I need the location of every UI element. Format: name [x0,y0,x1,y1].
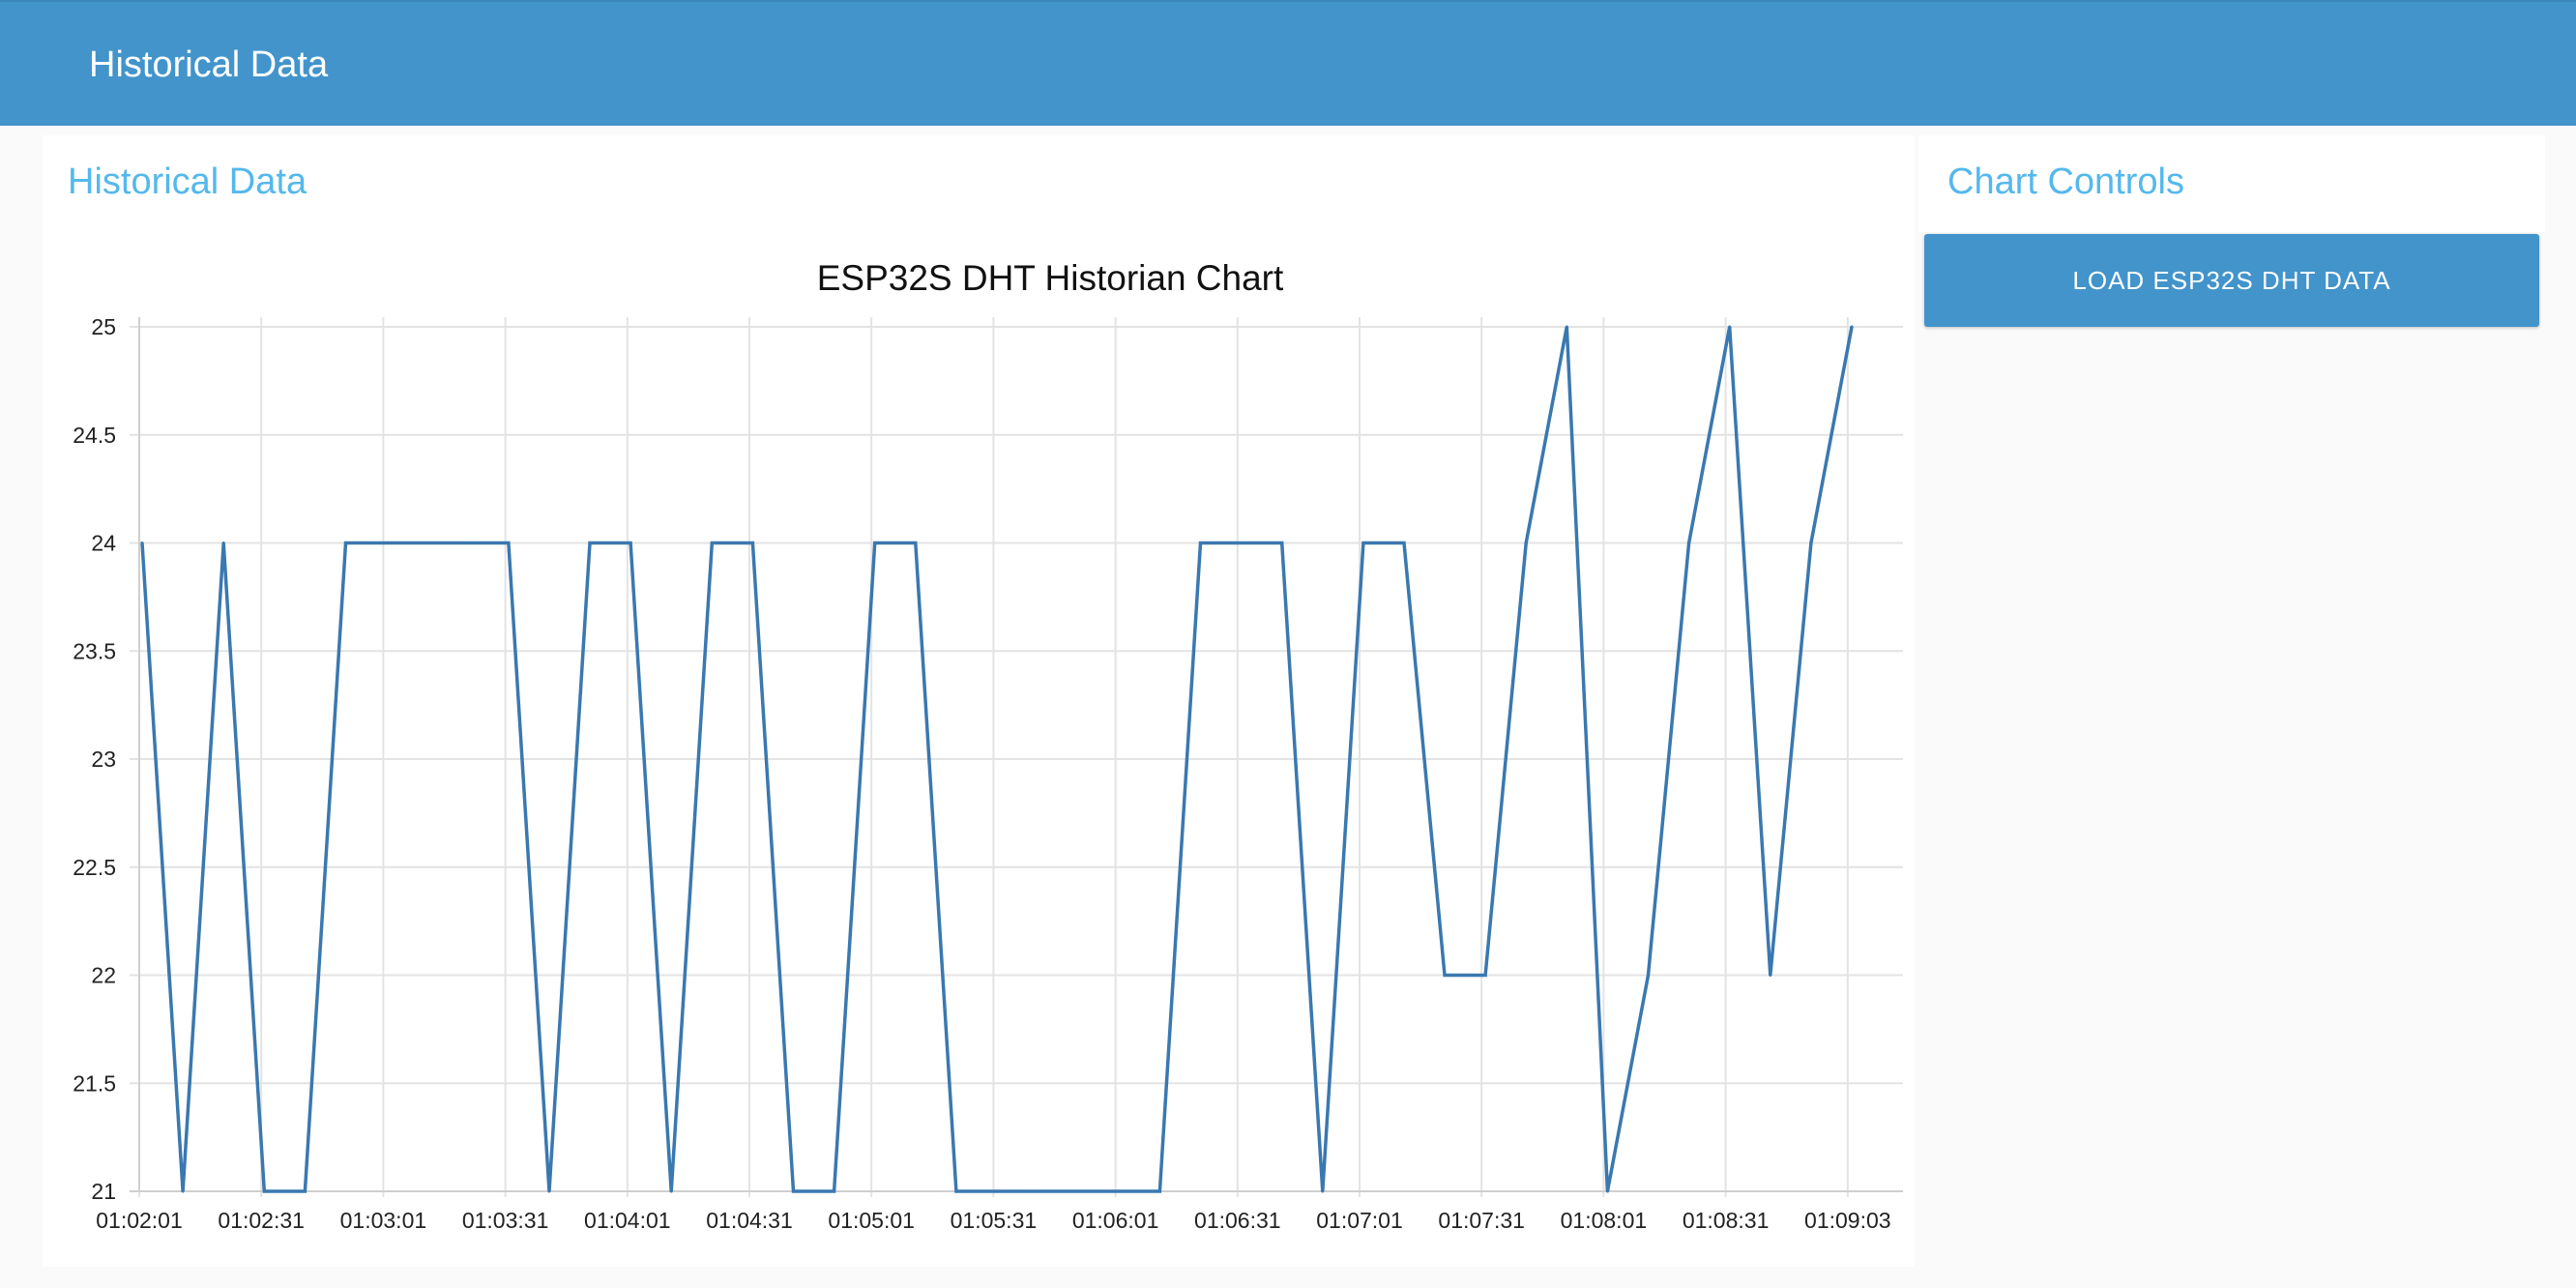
y-tick-label: 25 [91,314,116,339]
x-tick-label: 01:02:31 [218,1208,305,1233]
load-esp32s-dht-data-button[interactable]: LOAD ESP32S DHT DATA [1924,234,2539,327]
historical-data-card-title: Historical Data [68,161,307,202]
data-point [710,542,714,544]
data-point [995,1189,999,1193]
x-tick-label: 01:08:01 [1561,1208,1648,1233]
y-tick-label: 22.5 [73,855,116,880]
data-point [1565,325,1568,329]
historian-chart: ESP32S DHT Historian Chart 21 21.5 22 22.5 23… [73,258,1903,1233]
data-point [1240,542,1244,544]
data-point [1769,974,1772,977]
data-point [1687,542,1691,544]
data-point [385,542,389,544]
x-tick-label: 01:03:01 [340,1208,427,1233]
data-point [873,542,877,544]
data-point [1321,1189,1325,1193]
y-tick-label: 23 [91,746,116,772]
y-tick-label: 21.5 [73,1070,116,1096]
data-point [1361,542,1365,544]
data-point [1036,1189,1039,1193]
chart-controls-title: Chart Controls [1947,161,2184,202]
data-point [1728,325,1732,329]
y-tick-label: 21 [91,1179,116,1204]
x-tick-label: 01:02:01 [96,1208,183,1233]
data-point [343,542,347,544]
data-point [1605,1189,1609,1193]
x-tick-label: 01:08:31 [1683,1208,1770,1233]
data-point [466,542,470,544]
x-tick-label: 01:05:01 [828,1208,915,1233]
x-tick-label: 01:06:31 [1194,1208,1281,1233]
data-point [1076,1189,1080,1193]
data-point [1483,974,1487,977]
x-tick-label: 01:05:31 [951,1208,1038,1233]
chart-title: ESP32S DHT Historian Chart [817,258,1284,298]
historical-data-card: Historical Data ESP32S DHT Historian Cha… [43,135,1915,1267]
data-point [140,542,144,544]
data-point [833,1189,836,1193]
y-tick-label: 22 [91,963,116,988]
data-point [669,1189,673,1193]
data-point [1647,974,1651,977]
y-tick-label: 24 [91,531,116,556]
data-point [792,1189,796,1193]
data-point [1198,542,1202,544]
data-point [750,542,754,544]
x-tick-label: 01:04:01 [584,1208,671,1233]
x-tick-label: 01:09:03 [1804,1208,1891,1233]
data-point [1443,974,1447,977]
data-point [588,542,592,544]
data-point [1850,325,1854,329]
data-point [1117,1189,1121,1193]
data-point [303,1189,307,1193]
data-point [1402,542,1406,544]
data-point [507,542,511,544]
data-point [1157,1189,1161,1193]
data-point [629,542,632,544]
data-point [1524,542,1528,544]
data-point [954,1189,958,1193]
x-tick-label: 01:04:31 [706,1208,793,1233]
x-tick-label: 01:03:31 [462,1208,549,1233]
chart-controls-header: Chart Controls [1918,135,2545,232]
chart-controls-card: Chart Controls LOAD ESP32S DHT DATA [1918,135,2545,1267]
y-tick-label: 23.5 [73,638,116,663]
data-point [547,1189,551,1193]
y-tick-label: 24.5 [73,423,116,448]
x-tick-label: 01:07:01 [1316,1208,1403,1233]
app-title: Historical Data [89,44,329,85]
data-point [1280,542,1284,544]
data-point [425,542,429,544]
data-point [221,542,225,544]
x-tick-label: 01:06:01 [1072,1208,1159,1233]
data-point [1809,542,1813,544]
top-app-bar: Historical Data [0,0,2576,126]
data-point [914,542,918,544]
data-point [262,1189,266,1193]
x-tick-label: 01:07:31 [1438,1208,1525,1233]
data-point [181,1189,185,1193]
